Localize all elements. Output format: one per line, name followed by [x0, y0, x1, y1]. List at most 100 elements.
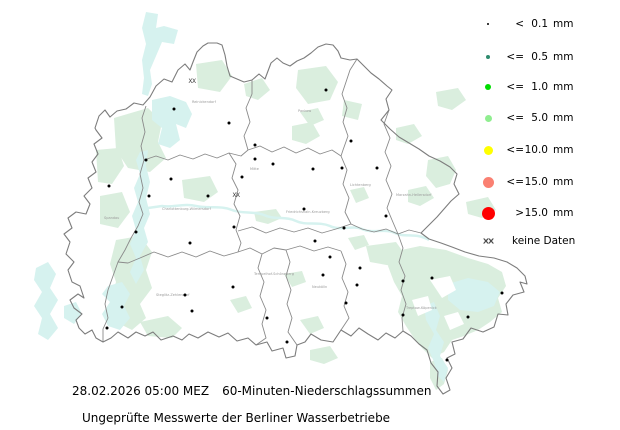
forest-area [196, 60, 232, 92]
station-dot [144, 158, 148, 162]
station-dot [302, 207, 306, 211]
district-border [117, 250, 239, 264]
water-area [152, 96, 192, 148]
station-dot [147, 194, 151, 198]
station-dot [344, 301, 348, 305]
timestamp-label: 28.02.2026 05:00 MEZ [72, 384, 210, 398]
district-border [340, 58, 358, 225]
district-border [243, 80, 253, 151]
station-dot [355, 283, 359, 287]
station-dot [342, 226, 346, 230]
water-area [34, 262, 58, 340]
district-border [350, 223, 422, 235]
forest-area [426, 156, 456, 188]
berlin-boundary [63, 42, 528, 395]
station-dot [183, 293, 187, 297]
district-border [383, 109, 399, 235]
station-dot [231, 285, 235, 289]
station-dot [321, 273, 325, 277]
forest-area [114, 108, 166, 172]
station-dot [253, 157, 257, 161]
timestamp-title: 28.02.2026 05:00 MEZ 60-Minuten-Niedersch… [72, 384, 431, 398]
water-area [424, 302, 448, 382]
district-label: Lichtenberg [350, 183, 371, 187]
station-dot [430, 276, 434, 280]
station-dot [134, 230, 138, 234]
no-data-marker: XX [188, 78, 196, 85]
district-label: Marzahn-Hellersdorf [396, 193, 432, 197]
no-data-marker: XX [232, 192, 240, 199]
district-border [340, 250, 350, 331]
station-dot [375, 166, 379, 170]
forest-area [96, 148, 124, 184]
forest-area [436, 88, 466, 110]
forest-clearing [430, 276, 456, 298]
station-dot [500, 291, 504, 295]
station-dot [324, 88, 328, 92]
spree-river [147, 203, 430, 242]
district-label: Treptow-Köpenick [405, 306, 438, 310]
station-dot [401, 279, 405, 283]
water-area [130, 150, 150, 284]
station-dot [445, 358, 449, 362]
forest-area [396, 124, 422, 144]
district-border [285, 249, 298, 346]
station-dot [358, 266, 362, 270]
district-border [102, 105, 147, 342]
district-label: Spandau [104, 216, 119, 220]
forest-area [348, 235, 369, 250]
station-dot [172, 107, 176, 111]
forest-area [408, 186, 434, 206]
forest-clearing [444, 312, 464, 330]
station-dot [285, 340, 289, 344]
water-area [142, 12, 178, 96]
district-label: Tempelhof-Schöneberg [253, 272, 294, 276]
forest-area [244, 78, 270, 100]
forest-area [466, 197, 496, 218]
district-label: Mitte [250, 167, 259, 171]
forest-area [310, 346, 338, 364]
district-label: Charlottenburg-Wilmersdorf [162, 207, 212, 211]
district-border [237, 223, 352, 234]
station-dot [401, 313, 405, 317]
forest-area [140, 316, 182, 338]
station-dot [240, 175, 244, 179]
district-label: Neukölln [312, 285, 327, 289]
district-label: Steglitz-Zehlendorf [156, 293, 190, 297]
forest-area [296, 66, 338, 104]
water-area [102, 282, 130, 330]
station-dot [466, 315, 470, 319]
station-dot [206, 194, 210, 198]
station-dot [188, 241, 192, 245]
station-dot [120, 305, 124, 309]
station-dot [169, 177, 173, 181]
district-border [228, 152, 242, 253]
station-dot [340, 166, 344, 170]
forest-area [292, 122, 320, 144]
forest-area [300, 316, 324, 334]
forest-area [284, 271, 306, 287]
forest-area [350, 187, 369, 203]
station-dot [232, 225, 236, 229]
water-area [448, 278, 500, 312]
station-dot [328, 255, 332, 259]
district-border [255, 253, 267, 346]
footer-disclaimer: Ungeprüfte Messwerte der Berliner Wasser… [82, 411, 391, 425]
forest-clearing [412, 296, 432, 316]
station-dot [253, 143, 257, 147]
measure-label: 60-Minuten-Niederschlagssummen [222, 384, 432, 398]
station-dot [107, 184, 111, 188]
station-dot [313, 239, 317, 243]
station-dot [265, 316, 269, 320]
district-label: Friedrichshain-Kreuzberg [286, 210, 330, 214]
station-dot [384, 214, 388, 218]
station-dot [227, 121, 231, 125]
district-border [143, 149, 249, 161]
forest-area [342, 100, 362, 120]
station-dot [190, 309, 194, 313]
district-label: Pankow [298, 109, 311, 113]
district-border [247, 145, 342, 157]
station-dot [311, 167, 315, 171]
